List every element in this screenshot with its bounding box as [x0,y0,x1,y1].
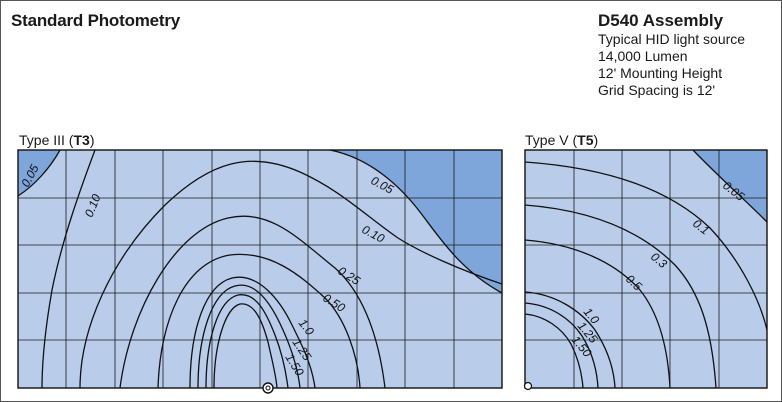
t5-contour-labels: 0.05 0.1 0.3 0.5 1.0 1.25 1.50 [569,178,748,360]
assembly-name: D540 Assembly [598,11,724,30]
t5-contour-03 [525,204,717,388]
t5-contour-10 [525,291,616,388]
t5-contour-150 [525,313,584,388]
t3-contour-150 [205,294,289,388]
grid-spacing-spec: Grid Spacing is 12' [598,82,716,98]
t3-contour-010-inner [79,160,502,388]
t5-contour-05 [525,239,671,388]
t3-contour-010-outer [41,150,96,388]
type-iii-label: Type III (T3) [19,132,95,148]
t3-grid [18,150,502,388]
page-title: Standard Photometry [11,11,181,30]
t3-contour-150b [213,303,278,388]
t3-contour-025 [119,215,386,388]
t3-contour-100 [189,276,316,388]
t5-contour-005 [692,150,767,223]
t5-diagram: 0.05 0.1 0.3 0.5 1.0 1.25 1.50 [523,149,768,391]
mounting-height-spec: 12' Mounting Height [598,65,723,81]
t3-contour-005-right [329,150,502,294]
t3-dark-region-right [330,150,502,293]
t3-contour-050 [157,253,361,388]
t5-border [524,149,768,389]
t5-contour-01 [525,161,767,331]
t3-pole-center [265,385,271,391]
assembly-info: D540 Assembly Typical HID light source 1… [598,11,778,99]
type-v-label: Type V (T5) [525,132,599,148]
t3-contours [18,150,502,388]
t5-contours [525,150,767,388]
light-source-spec: Typical HID light source [598,31,746,47]
lumen-spec: 14,000 Lumen [598,48,688,64]
t5-pole-marker [523,381,533,391]
t3-dark-region-left [18,150,60,196]
t3-diagram: 0.05 0.10 0.05 0.10 0.25 0.50 1.0 1.25 1… [17,149,503,394]
t5-background [525,150,767,388]
t5-grid [525,150,767,388]
t3-contour-005-left [18,150,61,197]
t5-contour-125 [525,302,599,388]
t3-border [17,149,503,389]
t3-contour-125 [197,284,301,388]
